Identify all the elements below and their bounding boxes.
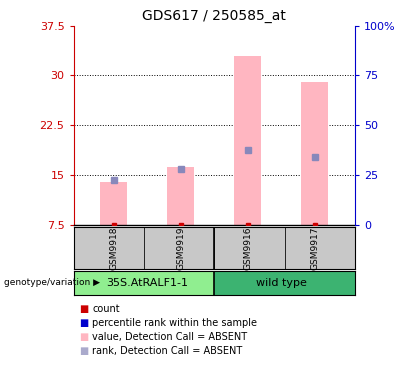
Text: value, Detection Call = ABSENT: value, Detection Call = ABSENT — [92, 332, 247, 342]
Bar — [167, 167, 194, 225]
Title: GDS617 / 250585_at: GDS617 / 250585_at — [142, 9, 286, 23]
Bar — [100, 182, 127, 225]
Bar — [285, 227, 355, 269]
Text: ■: ■ — [79, 332, 89, 342]
Text: percentile rank within the sample: percentile rank within the sample — [92, 318, 257, 328]
Text: ■: ■ — [79, 304, 89, 314]
Bar — [74, 271, 214, 295]
Text: genotype/variation ▶: genotype/variation ▶ — [4, 278, 100, 287]
Bar — [234, 56, 261, 225]
Bar — [214, 227, 285, 269]
Bar — [144, 227, 214, 269]
Bar — [301, 82, 328, 225]
Text: GSM9917: GSM9917 — [310, 226, 319, 270]
Text: 35S.AtRALF1-1: 35S.AtRALF1-1 — [106, 278, 188, 288]
Text: count: count — [92, 304, 120, 314]
Text: ■: ■ — [79, 318, 89, 328]
Text: wild type: wild type — [256, 278, 307, 288]
Text: rank, Detection Call = ABSENT: rank, Detection Call = ABSENT — [92, 346, 243, 356]
Text: GSM9919: GSM9919 — [176, 226, 185, 270]
Text: GSM9916: GSM9916 — [243, 226, 252, 270]
Text: GSM9918: GSM9918 — [109, 226, 118, 270]
Text: ■: ■ — [79, 346, 89, 356]
Bar — [74, 227, 144, 269]
Bar — [214, 271, 355, 295]
